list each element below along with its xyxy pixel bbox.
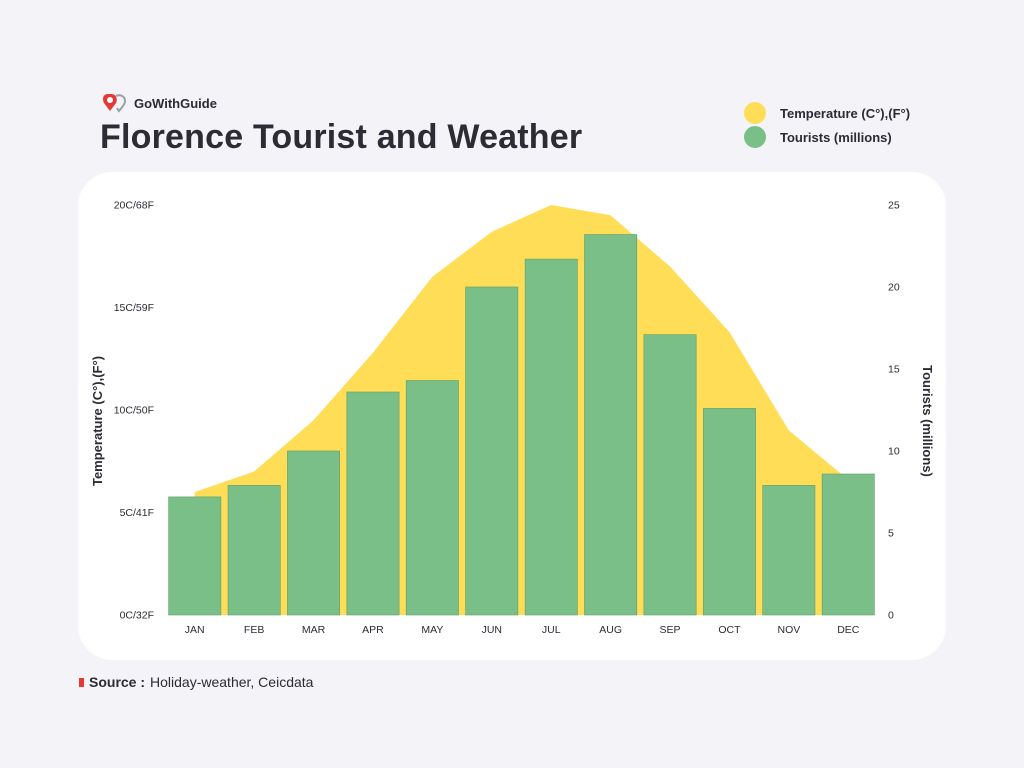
source-text: Holiday-weather, Ceicdata — [150, 674, 314, 690]
brand-name: GoWithGuide — [134, 95, 217, 111]
x-tick-label-feb: FEB — [244, 624, 264, 636]
bar-tourists-sep — [643, 334, 697, 616]
y-right-tick-label: 15 — [888, 364, 900, 376]
bar-tourists-jun — [465, 286, 519, 616]
y-left-tick-label: 10C/50F — [114, 405, 154, 417]
x-tick-label-dec: DEC — [837, 624, 860, 636]
page-title: Florence Tourist and Weather — [100, 118, 583, 156]
bar-tourists-may — [405, 380, 459, 616]
y-right-tick-label: 5 — [888, 528, 894, 540]
y-right-axis-title: Tourists (millions) — [920, 365, 935, 477]
bar-tourists-mar — [287, 450, 340, 616]
brand: GoWithGuide — [102, 92, 217, 114]
x-tick-label-may: MAY — [421, 624, 443, 636]
chart: JAN FEB MAR APR MAY JUN JUL AUG SEP OCT NOV DEC 0C/3… — [90, 200, 935, 637]
legend-swatch-tourists — [744, 126, 766, 148]
source-label: Source : — [89, 674, 146, 690]
gowithguide-logo-icon — [103, 94, 127, 113]
x-tick-label-sep: SEP — [660, 624, 681, 636]
y-right-tick-label: 0 — [888, 610, 894, 622]
legend-label-tourists: Tourists (millions) — [780, 129, 892, 145]
bar-tourists-jul — [524, 258, 578, 616]
y-left-tick-label: 20C/68F — [114, 200, 154, 212]
source-marker — [79, 677, 84, 687]
y-left-axis-title: Temperature (C°),(F°) — [90, 356, 105, 486]
bar-tourists-nov — [762, 485, 816, 616]
legend: Temperature (C°),(F°) Tourists (millions… — [744, 101, 910, 149]
x-tick-label-oct: OCT — [718, 624, 741, 636]
x-tick-label-jun: JUN — [482, 624, 502, 636]
y-left-tick-label: 15C/59F — [114, 302, 154, 314]
legend-item-temperature: Temperature (C°),(F°) — [744, 101, 910, 125]
x-tick-label-aug: AUG — [599, 624, 622, 636]
y-left-tick-label: 0C/32F — [120, 610, 154, 622]
y-right-tick-label: 25 — [888, 200, 900, 212]
legend-swatch-temperature — [744, 102, 766, 124]
source-note: Source : Holiday-weather, Ceicdata — [79, 674, 313, 690]
legend-item-tourists: Tourists (millions) — [744, 125, 910, 149]
bar-tourists-apr — [346, 391, 400, 616]
bar-tourists-aug — [584, 234, 638, 616]
bar-tourists-jan — [168, 496, 222, 616]
x-tick-label-jan: JAN — [185, 624, 205, 636]
chart-card: JAN FEB MAR APR MAY JUN JUL AUG SEP OCT NOV DEC 0C/3… — [78, 172, 946, 660]
y-right-tick-label: 20 — [888, 282, 900, 294]
x-tick-label-apr: APR — [362, 624, 384, 636]
x-tick-label-jul: JUL — [542, 624, 561, 636]
x-tick-label-mar: MAR — [302, 624, 326, 636]
legend-label-temperature: Temperature (C°),(F°) — [780, 105, 911, 121]
bar-tourists-dec — [821, 473, 875, 616]
bar-tourists-feb — [227, 485, 281, 616]
bar-tourists-oct — [702, 408, 756, 616]
y-left-tick-label: 5C/41F — [120, 507, 154, 519]
y-right-tick-label: 10 — [888, 446, 900, 458]
x-tick-label-nov: NOV — [777, 624, 800, 636]
